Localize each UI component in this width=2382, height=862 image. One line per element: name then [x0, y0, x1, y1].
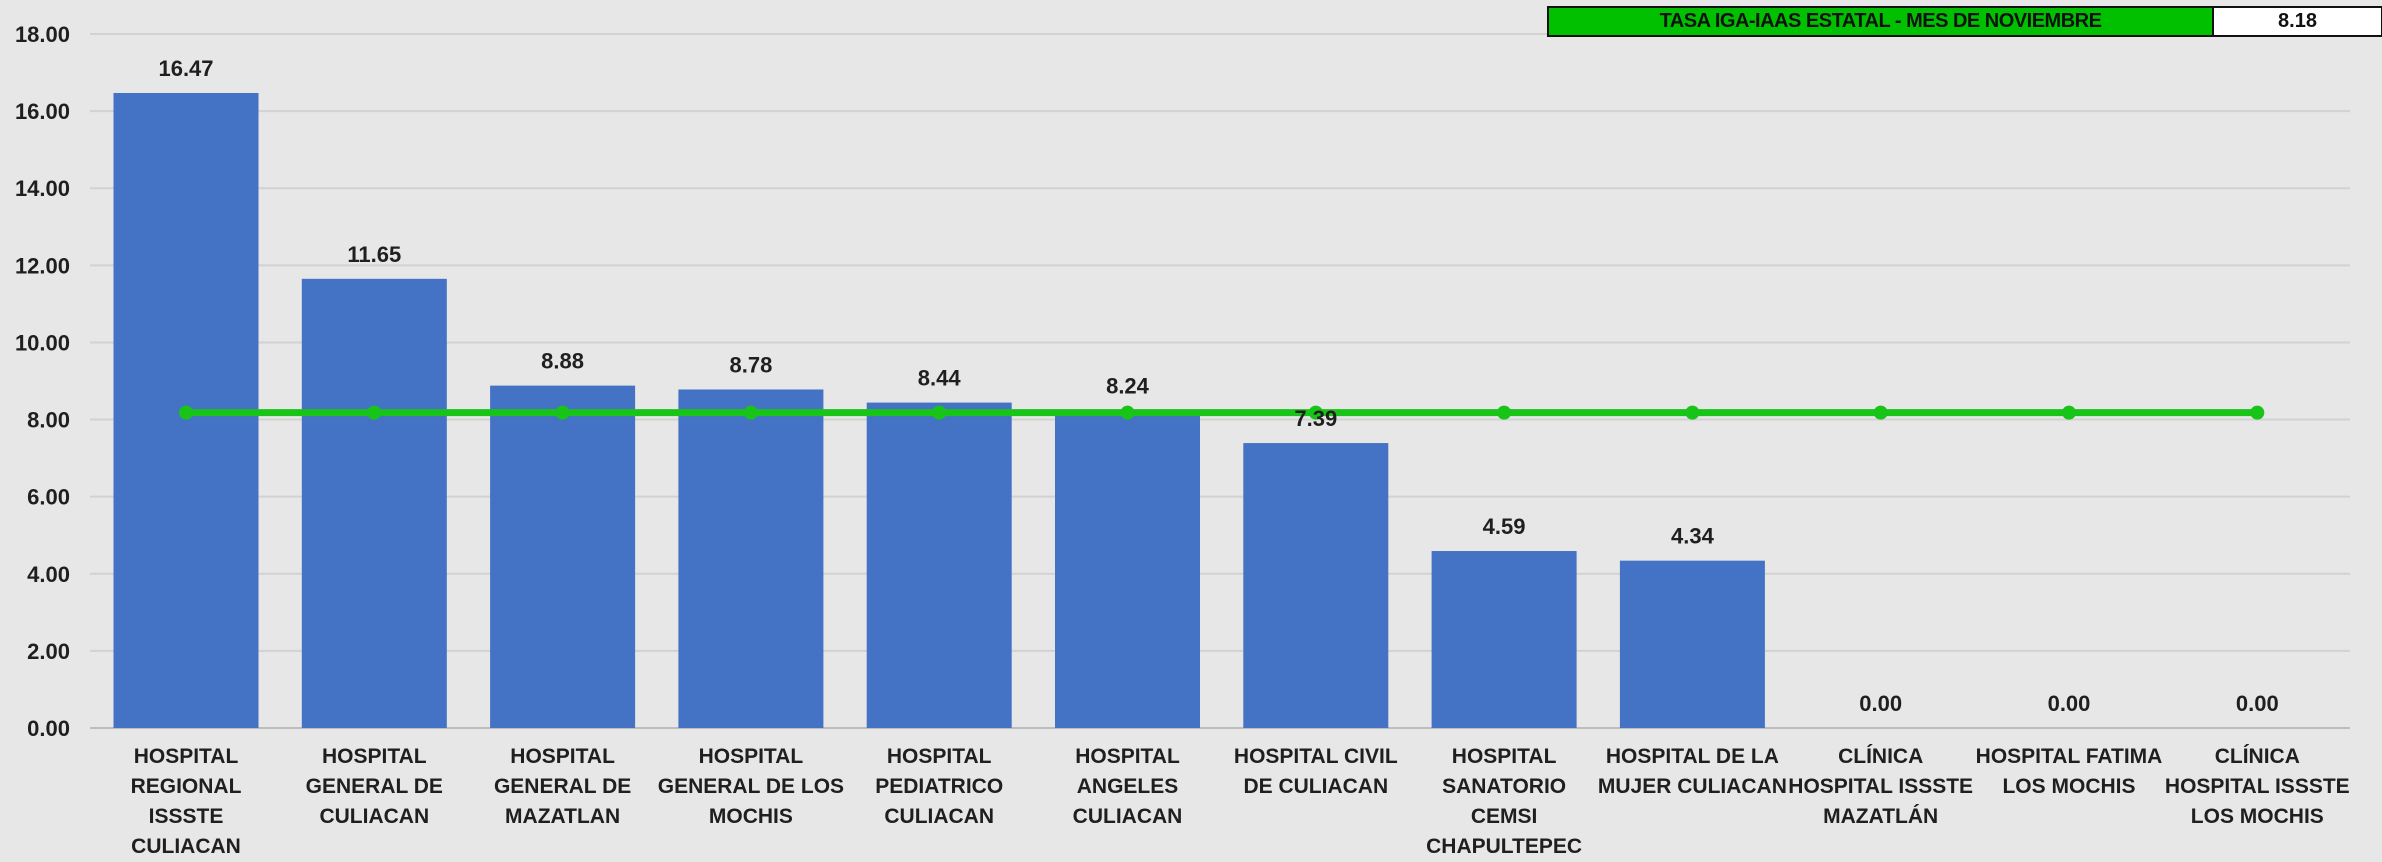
y-tick-label: 2.00 [27, 639, 70, 664]
reference-line-marker [555, 405, 570, 420]
data-label: 0.00 [1859, 691, 1902, 716]
reference-line-marker [179, 405, 193, 420]
y-axis-tick-labels: 0.00 2.00 4.00 6.00 8.00 10.00 12.00 14.00 16.00… [15, 22, 70, 741]
legend-series-name: TASA IGA-IAAS ESTATAL - MES DE NOVIEMBRE [1549, 8, 2214, 35]
x-category-label: CLÍNICA HOSPITAL ISSSTE LOS MOCHIS [2164, 745, 2350, 828]
legend-series-value: 8.18 [2214, 8, 2381, 35]
data-label: 11.65 [347, 242, 401, 267]
reference-line-marker [367, 405, 382, 420]
data-label: 0.00 [2048, 691, 2091, 716]
bar [1055, 410, 1200, 728]
reference-line-marker [1497, 405, 1512, 420]
reference-line-marker [2062, 405, 2076, 420]
x-category-label: HOSPITAL SANATORIO CEMSI CHAPULTEPEC [1426, 745, 1583, 858]
reference-line-marker [1120, 405, 1135, 420]
bar [1243, 443, 1389, 728]
data-label: 8.24 [1106, 373, 1150, 398]
data-label: 0.00 [2236, 691, 2279, 716]
x-category-label: HOSPITAL REGIONAL ISSSTE CULIACAN [130, 745, 242, 858]
data-label: 4.34 [1671, 524, 1715, 549]
y-tick-label: 8.00 [27, 408, 70, 433]
y-tick-label: 14.00 [15, 176, 70, 201]
reference-line-marker [1685, 405, 1700, 420]
y-tick-label: 4.00 [27, 562, 70, 587]
reference-line-marker [2250, 405, 2265, 420]
x-category-label: HOSPITAL FATIMA LOS MOCHIS [1975, 745, 2163, 798]
y-tick-label: 18.00 [15, 22, 70, 47]
y-tick-label: 10.00 [15, 330, 70, 355]
data-label: 7.39 [1294, 406, 1337, 431]
data-label: 16.47 [158, 56, 213, 81]
data-labels: 16.47 11.65 8.88 8.78 8.44 8.24 7.39 4.59 4.34 0.… [158, 56, 2278, 716]
x-category-label: HOSPITAL PEDIATRICO CULIACAN [875, 745, 1004, 828]
x-category-label: CLÍNICA HOSPITAL ISSSTE MAZATLÁN [1788, 745, 1974, 828]
x-category-label: HOSPITAL CIVIL DE CULIACAN [1233, 745, 1398, 798]
bar [301, 278, 447, 728]
bar [866, 402, 1012, 728]
bar [678, 389, 824, 728]
reference-line-marker [932, 405, 947, 420]
legend: TASA IGA-IAAS ESTATAL - MES DE NOVIEMBRE… [1547, 6, 2382, 37]
y-tick-label: 6.00 [27, 485, 70, 510]
bar [1431, 551, 1577, 728]
data-label: 8.88 [541, 349, 584, 374]
reference-line-marker [743, 405, 758, 420]
bar [490, 385, 636, 728]
y-tick-label: 12.00 [15, 253, 70, 278]
reference-line-marker [1873, 405, 1888, 420]
data-label: 8.44 [918, 366, 962, 391]
reference-line-marker [1308, 405, 1323, 420]
x-category-label: HOSPITAL GENERAL DE CULIACAN [305, 745, 443, 828]
y-tick-label: 0.00 [27, 716, 70, 741]
x-category-label: HOSPITAL GENERAL DE LOS MOCHIS [657, 745, 845, 828]
x-category-label: HOSPITAL GENERAL DE MAZATLAN [493, 745, 632, 828]
x-category-label: HOSPITAL ANGELES CULIACAN [1072, 745, 1183, 828]
bar [1619, 560, 1765, 728]
y-tick-label: 16.00 [15, 99, 70, 124]
data-label: 4.59 [1483, 514, 1526, 539]
x-category-label: HOSPITAL DE LA MUJER CULIACAN [1597, 745, 1787, 798]
reference-line-series [179, 405, 2265, 420]
data-label: 8.78 [729, 352, 772, 377]
